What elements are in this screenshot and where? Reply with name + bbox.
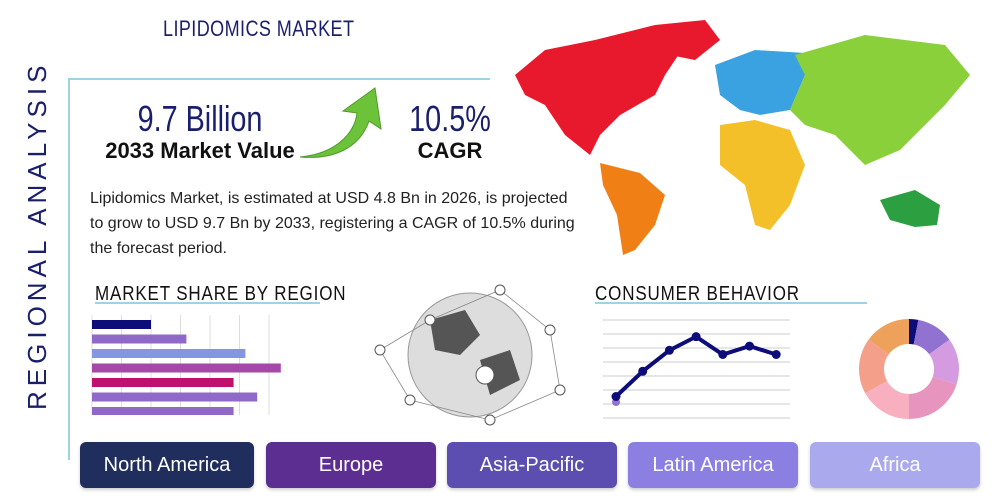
line-point bbox=[771, 350, 781, 359]
region-label: Europe bbox=[318, 453, 384, 476]
line-point bbox=[664, 345, 674, 355]
market-share-bar bbox=[92, 320, 151, 329]
market-share-bar bbox=[92, 378, 234, 387]
content-frame bbox=[68, 78, 490, 460]
line-point bbox=[691, 332, 701, 342]
market-share-bar bbox=[92, 334, 187, 344]
page-title: LIPIDOMICS MARKET bbox=[163, 16, 355, 41]
market-value: 9.7 Billion bbox=[137, 98, 263, 139]
line-point bbox=[611, 392, 621, 401]
global-network-icon bbox=[374, 284, 566, 426]
donut-slice bbox=[909, 376, 957, 419]
side-title: REGIONAL ANALYSIS bbox=[22, 60, 52, 410]
region-label: North America bbox=[103, 453, 231, 476]
region-label: Africa bbox=[869, 453, 921, 476]
market-share-bar bbox=[92, 407, 234, 415]
cagr-value: 10.5% bbox=[409, 98, 491, 139]
donut-slice bbox=[929, 339, 959, 385]
market-share-bar bbox=[92, 363, 281, 373]
line-point bbox=[638, 366, 648, 376]
region-button-latin-america[interactable]: Latin America bbox=[628, 442, 798, 488]
donut-slice bbox=[913, 319, 950, 355]
region-button-north-america[interactable]: North America bbox=[80, 442, 254, 488]
world-map bbox=[515, 20, 970, 255]
region-label: Asia-Pacific bbox=[479, 453, 585, 476]
cagr-label: CAGR bbox=[417, 138, 483, 163]
donut-slice bbox=[865, 381, 909, 419]
market-share-bar bbox=[92, 392, 258, 402]
region-label: Latin America bbox=[652, 453, 774, 476]
market-share-bar bbox=[92, 349, 246, 358]
line-point bbox=[745, 341, 754, 351]
market-share-heading: MARKET SHARE BY REGION bbox=[95, 283, 347, 305]
consumer-donut-chart bbox=[859, 319, 959, 419]
region-button-europe[interactable]: Europe bbox=[266, 442, 436, 488]
line-point bbox=[718, 350, 728, 359]
market-value-label: 2033 Market Value bbox=[105, 138, 295, 163]
region-button-africa[interactable]: Africa bbox=[810, 442, 980, 488]
growth-arrow-icon bbox=[299, 87, 382, 158]
description: Lipidomics Market, is estimated at USD 4… bbox=[90, 190, 575, 257]
donut-slice bbox=[868, 319, 909, 355]
consumer-line-chart bbox=[603, 319, 790, 419]
region-button-asia-pacific[interactable]: Asia-Pacific bbox=[447, 442, 617, 488]
market-share-bar-chart bbox=[91, 315, 281, 415]
consumer-behavior-heading: CONSUMER BEHAVIOR bbox=[595, 283, 800, 305]
donut-slice bbox=[859, 339, 889, 394]
donut-slice bbox=[909, 319, 919, 345]
